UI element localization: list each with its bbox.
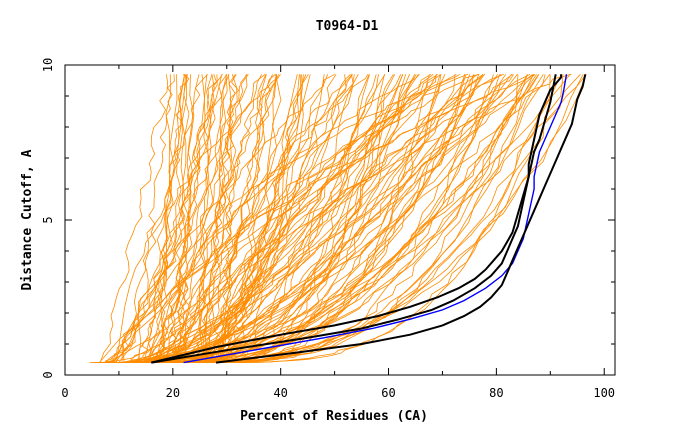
model-curve	[143, 73, 461, 363]
model-curve	[117, 74, 386, 363]
model-curve	[163, 74, 551, 363]
x-axis-ticks: 0 20 40 60 80 100	[61, 65, 615, 400]
x-tick-label: 80	[489, 386, 503, 400]
model-curve	[115, 74, 218, 363]
model-curve	[180, 74, 267, 363]
model-curve	[116, 74, 277, 363]
model-curve	[184, 74, 347, 363]
chart-title: T0964-D1	[316, 19, 379, 34]
model-curve	[204, 74, 240, 363]
model-curve	[136, 73, 533, 363]
model-curve	[215, 74, 430, 364]
y-axis-ticks: 0 5 10	[41, 58, 615, 379]
model-curve	[128, 73, 484, 363]
model-curve	[220, 74, 236, 363]
highlighted-model-curves	[151, 74, 587, 364]
y-axis-label: Distance Cutoff, A	[20, 149, 35, 290]
model-curve	[139, 74, 355, 363]
model-curve	[226, 74, 581, 363]
highlight-curve-black	[151, 74, 563, 364]
x-tick-label: 0	[61, 386, 68, 400]
x-tick-label: 60	[381, 386, 395, 400]
model-curve	[160, 73, 190, 363]
background-model-curves	[89, 73, 587, 364]
model-curve	[219, 74, 528, 363]
model-curve	[150, 74, 514, 363]
highlight-curve-black	[151, 74, 557, 364]
model-curve	[147, 74, 208, 363]
model-curve	[124, 74, 437, 363]
model-curve	[161, 73, 432, 363]
model-curve	[121, 74, 208, 363]
y-tick-label: 0	[41, 371, 55, 378]
model-curve	[151, 74, 417, 363]
model-curve	[217, 73, 480, 363]
model-curve	[177, 73, 572, 363]
model-curve	[122, 74, 518, 363]
x-tick-label: 40	[273, 386, 287, 400]
model-curve	[118, 74, 353, 363]
x-tick-label: 100	[593, 386, 615, 400]
x-axis-label: Percent of Residues (CA)	[240, 409, 428, 424]
y-tick-label: 5	[41, 216, 55, 223]
model-curve	[94, 74, 300, 363]
model-curve	[95, 74, 186, 363]
model-curve	[223, 74, 564, 364]
highlight-curve-black	[215, 74, 587, 364]
model-curve	[185, 74, 519, 364]
y-tick-label: 10	[41, 58, 55, 72]
model-curve	[120, 74, 185, 364]
model-curve	[137, 74, 175, 363]
model-curve	[98, 73, 502, 363]
model-curve	[203, 74, 499, 363]
model-curve	[160, 73, 478, 363]
model-curve	[99, 74, 169, 363]
x-tick-label: 20	[166, 386, 180, 400]
plot-frame	[64, 64, 616, 376]
model-curve	[168, 74, 539, 364]
model-curve	[111, 73, 266, 363]
model-curve	[200, 74, 282, 364]
model-curve	[121, 74, 512, 363]
highlight-curve-blue	[183, 74, 568, 364]
model-curve	[114, 74, 471, 364]
model-curve	[121, 74, 416, 363]
model-curve	[201, 73, 486, 363]
model-curve	[137, 74, 534, 364]
model-curve	[134, 74, 248, 363]
